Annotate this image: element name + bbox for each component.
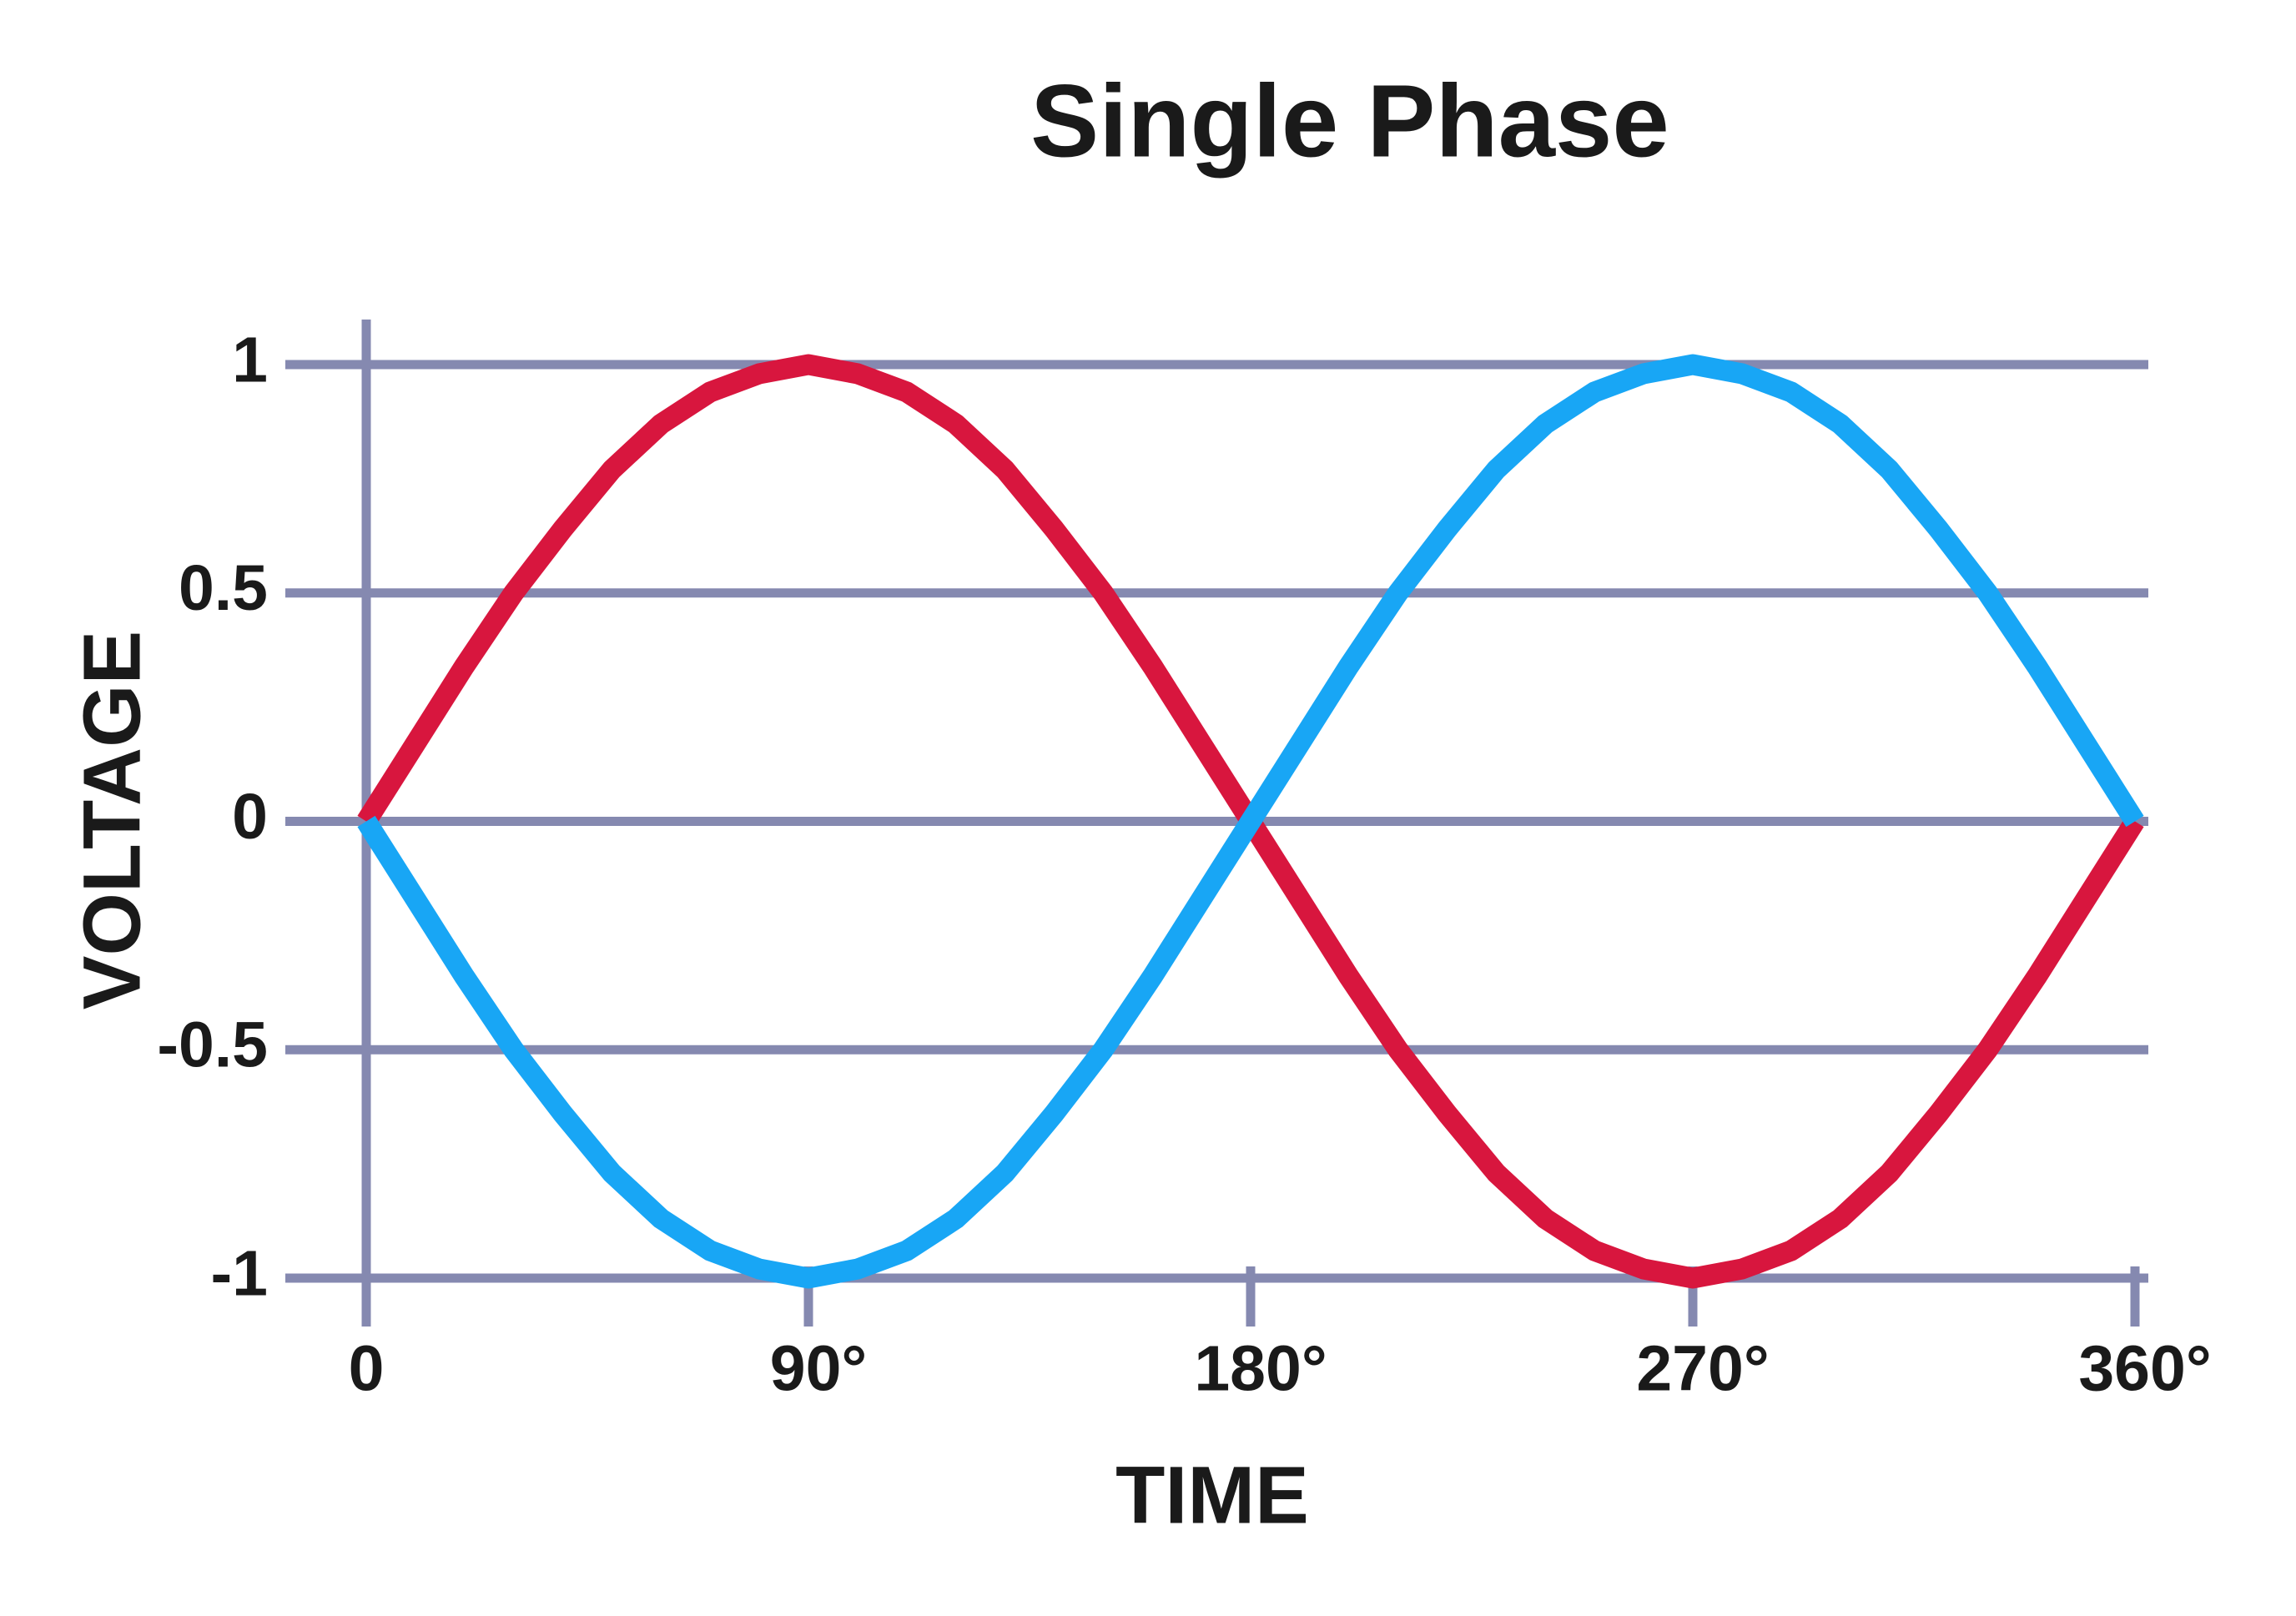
x-tick-label: 270° [1636, 1332, 1769, 1404]
x-axis-label: TIME [1115, 1450, 1309, 1541]
y-tick-label: -1 [211, 1237, 268, 1309]
y-tick-label: 0.5 [179, 552, 268, 624]
x-tick-label: 180° [1194, 1332, 1327, 1404]
y-tick-label: 0 [232, 781, 268, 853]
chart-title: Single Phase [1030, 64, 1669, 179]
series-line [357, 354, 2144, 1289]
x-tick-label: 90° [770, 1332, 867, 1404]
y-tick-label: 1 [232, 324, 268, 395]
x-tick-label: 0 [349, 1332, 385, 1404]
x-tick-label: 360° [2078, 1332, 2211, 1404]
y-axis-label: VOLTAGE [67, 631, 158, 1009]
y-tick-label: -0.5 [157, 1009, 268, 1081]
